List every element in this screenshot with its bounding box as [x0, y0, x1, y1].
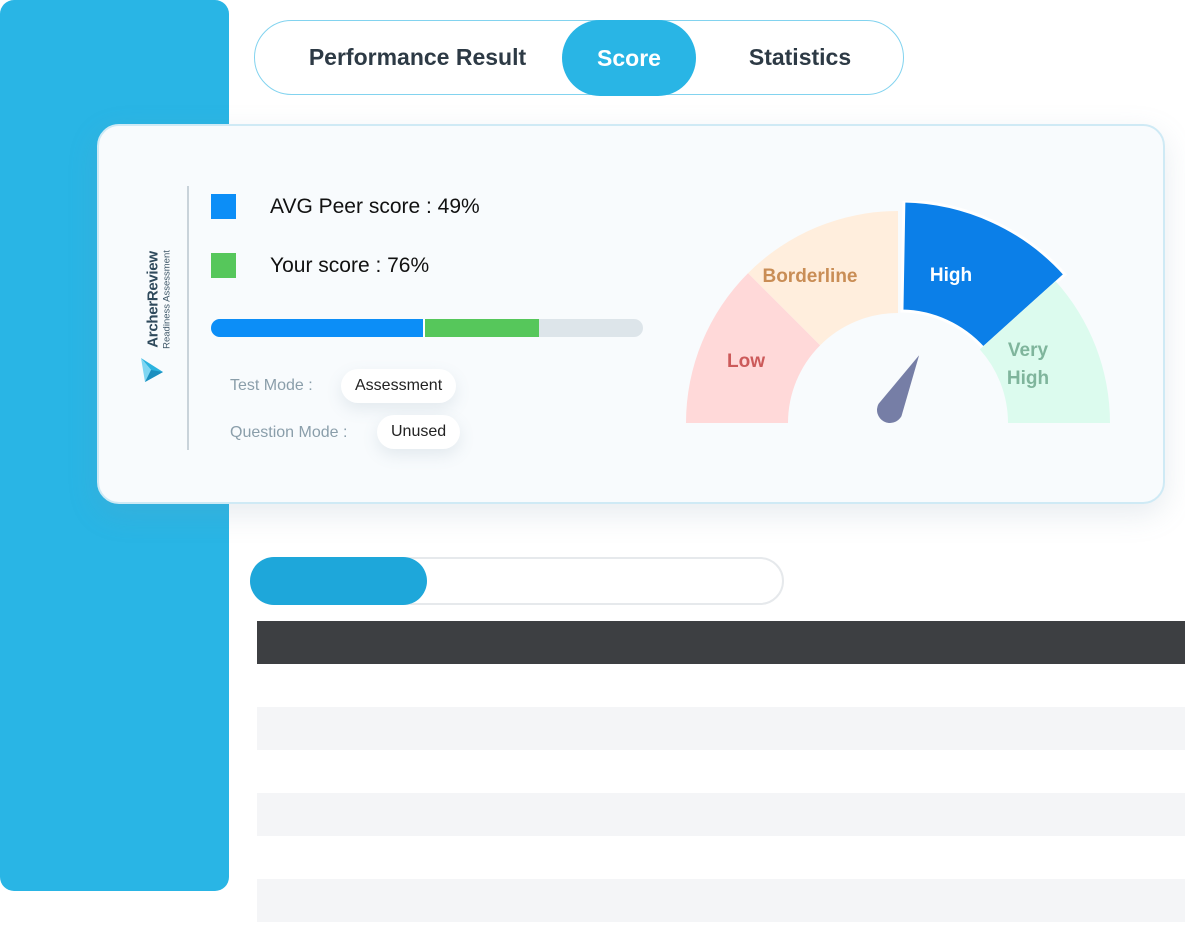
- gauge-segment-very-high: [979, 281, 1110, 423]
- legend-you: Your score : 76%: [211, 253, 429, 278]
- peer-score-label: AVG Peer score : 49%: [270, 194, 480, 218]
- table-row: [257, 879, 1185, 922]
- progress-separator: [423, 319, 425, 337]
- gauge-label-borderline: Borderline: [762, 266, 857, 287]
- table-header: [257, 621, 1185, 664]
- brand-text: ArcherReview Readiness Assessment: [144, 230, 173, 370]
- test-mode-label: Test Mode :: [230, 377, 313, 394]
- question-mode-chip: Unused: [377, 415, 461, 449]
- gauge-label-high-2: High: [1007, 368, 1049, 389]
- vertical-divider: [187, 186, 189, 450]
- table-row: [257, 750, 1185, 793]
- tab-statistics[interactable]: Statistics: [748, 43, 852, 70]
- progress-peer-segment: [211, 319, 423, 337]
- gauge-label-high: High: [930, 265, 972, 286]
- test-mode-chip: Assessment: [341, 369, 457, 403]
- gauge-segment-low: [686, 273, 821, 423]
- score-card: ArcherReview Readiness Assessment AVG Pe…: [97, 124, 1165, 504]
- you-swatch: [211, 253, 236, 278]
- table-row: [257, 664, 1185, 707]
- tab-score[interactable]: Score: [562, 20, 696, 96]
- gauge-segments: [686, 201, 1110, 423]
- gauge-label-very: Very: [1008, 340, 1049, 361]
- brand-logo: ArcherReview Readiness Assessment: [129, 238, 189, 388]
- table-row: [257, 836, 1185, 879]
- table-row: [257, 793, 1185, 836]
- brand-subtitle: Readiness Assessment: [161, 250, 173, 349]
- gauge-label-low: Low: [727, 351, 765, 372]
- tab-bar: Performance Result Score Statistics: [254, 20, 904, 96]
- gauge-segment-borderline: [748, 211, 898, 346]
- lower-toggle-thumb[interactable]: [250, 557, 427, 605]
- question-mode-label: Question Mode :: [230, 424, 348, 441]
- score-progress-bar: [211, 319, 643, 337]
- gauge-segment-high: [900, 201, 1068, 351]
- peer-swatch: [211, 194, 236, 219]
- legend-peer: AVG Peer score : 49%: [211, 194, 480, 219]
- gauge-needle-icon: [877, 355, 920, 423]
- score-gauge: Low Borderline High Very High: [686, 201, 1110, 423]
- brand-name: ArcherReview: [144, 251, 162, 348]
- brand-sail-icon: [141, 358, 163, 382]
- lower-toggle[interactable]: [250, 557, 784, 605]
- tab-performance-result[interactable]: Performance Result: [308, 43, 527, 70]
- your-score-label: Your score : 76%: [270, 253, 430, 277]
- table-row: [257, 707, 1185, 750]
- progress-your-segment: [425, 319, 539, 337]
